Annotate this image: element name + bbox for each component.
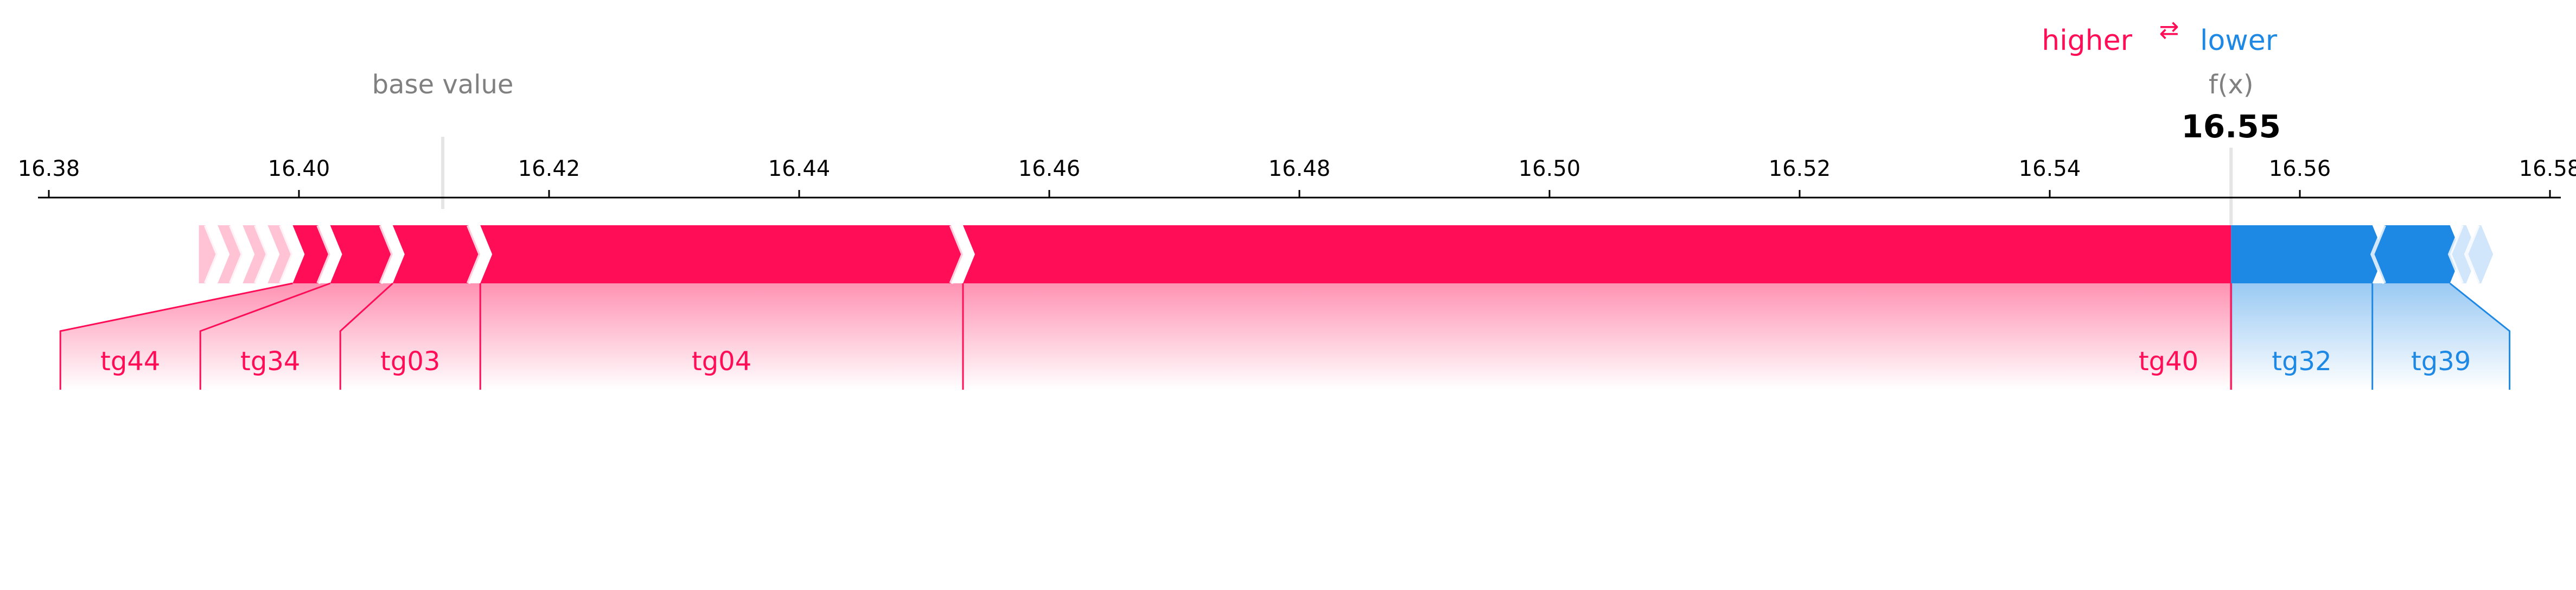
bar-positive-minor bbox=[243, 225, 268, 283]
bar-positive-minor bbox=[267, 225, 293, 283]
bar-positive-tg03 bbox=[392, 225, 481, 283]
output-label: f(x) bbox=[2209, 69, 2254, 100]
x-axis: 16.38 16.40 16.42 16.44 16.46 16.48 16.50 16.52… bbox=[18, 156, 2576, 199]
label-fill-tg40 bbox=[962, 283, 2231, 390]
bar-positive-tg44 bbox=[292, 225, 330, 283]
x-tick-label: 16.52 bbox=[1769, 156, 1831, 181]
bar-positive-minor bbox=[199, 225, 218, 283]
x-tick-label: 16.58 bbox=[2519, 156, 2576, 181]
x-tick-label: 16.38 bbox=[18, 156, 80, 181]
bar-separator bbox=[203, 224, 220, 284]
feature-labels: tg40 tg04 tg03 tg34 tg44 tg32 tg39 bbox=[59, 282, 2511, 390]
output-value: 16.55 bbox=[2181, 108, 2280, 145]
feature-label-tg39: tg39 bbox=[2411, 346, 2471, 377]
bar-separator bbox=[2447, 224, 2464, 284]
x-tick-label: 16.48 bbox=[1268, 156, 1331, 181]
legend-lower: lower bbox=[2200, 24, 2278, 57]
feature-label-tg04: tg04 bbox=[692, 346, 751, 377]
legend-arrow-icon: ⇄ bbox=[2159, 16, 2179, 44]
label-connector bbox=[59, 282, 293, 390]
bar-positive-tg04 bbox=[480, 225, 963, 283]
bar-positive-minor bbox=[218, 225, 243, 283]
bar-separator bbox=[316, 224, 333, 284]
x-tick-label: 16.50 bbox=[1519, 156, 1581, 181]
label-fill-tg32 bbox=[2231, 283, 2373, 390]
feature-label-fills bbox=[60, 283, 2510, 390]
x-tick-label: 16.56 bbox=[2269, 156, 2331, 181]
bar-separator bbox=[379, 224, 395, 284]
label-connector bbox=[339, 282, 393, 390]
bar-negative-minor bbox=[2466, 225, 2494, 283]
label-fill-tg44 bbox=[60, 283, 330, 390]
feature-label-tg32: tg32 bbox=[2272, 346, 2331, 377]
base-value-label: base value bbox=[372, 69, 514, 100]
feature-label-tg03: tg03 bbox=[380, 346, 440, 377]
label-fill-tg34 bbox=[200, 283, 393, 390]
bar-positive-tg34 bbox=[330, 225, 393, 283]
feature-label-tg40: tg40 bbox=[2139, 346, 2198, 377]
bar-separator bbox=[279, 224, 295, 284]
bar-separator bbox=[466, 224, 483, 284]
label-connector bbox=[199, 282, 331, 390]
feature-bars bbox=[199, 224, 2494, 284]
bar-negative-tg39 bbox=[2372, 225, 2462, 283]
label-fill-tg39 bbox=[2372, 283, 2510, 390]
label-fill-tg03 bbox=[340, 283, 481, 390]
label-connector bbox=[2449, 282, 2511, 390]
svg-text:⇄: ⇄ bbox=[2159, 16, 2179, 44]
legend-higher: higher bbox=[2042, 24, 2132, 57]
x-tick-label: 16.42 bbox=[518, 156, 581, 181]
x-tick-label: 16.54 bbox=[2019, 156, 2081, 181]
x-tick-label: 16.40 bbox=[268, 156, 330, 181]
x-tick-label: 16.46 bbox=[1018, 156, 1081, 181]
x-tick-label: 16.44 bbox=[768, 156, 831, 181]
bar-separator bbox=[2464, 224, 2480, 284]
label-fill-tg04 bbox=[480, 283, 963, 390]
bar-positive-tg40 bbox=[962, 225, 2231, 283]
bar-separator bbox=[949, 224, 965, 284]
legend: higher ⇄ lower bbox=[2042, 16, 2278, 57]
bar-separator bbox=[229, 224, 245, 284]
bar-separator bbox=[2370, 224, 2386, 284]
bar-negative-tg32 bbox=[2231, 225, 2384, 283]
bar-separator bbox=[254, 224, 270, 284]
feature-label-tg44: tg44 bbox=[100, 346, 160, 377]
feature-label-tg34: tg34 bbox=[240, 346, 300, 377]
